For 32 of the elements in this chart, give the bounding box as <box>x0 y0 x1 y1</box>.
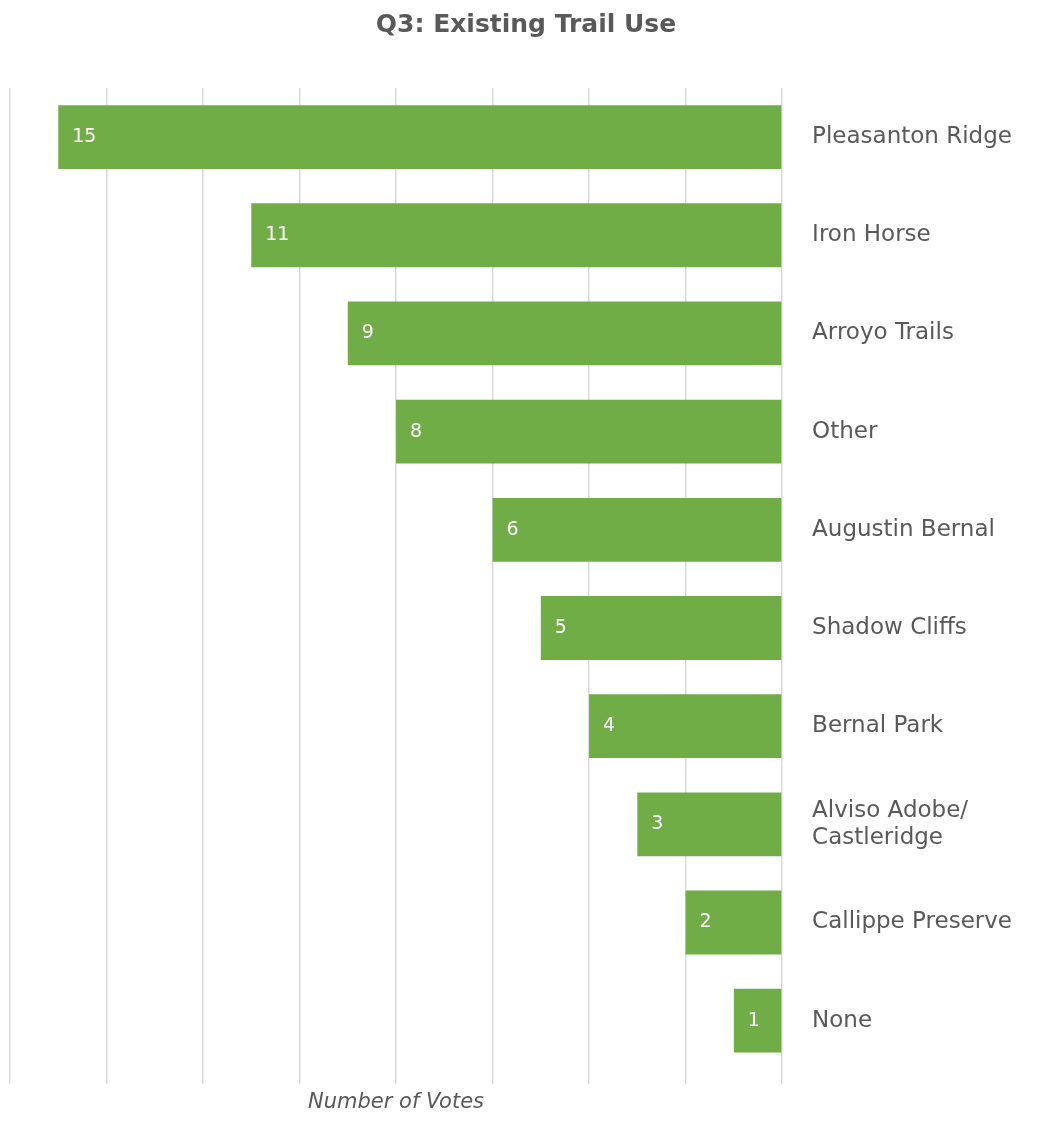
data-label: 4 <box>603 713 616 736</box>
bar <box>540 596 782 660</box>
bar <box>685 890 782 955</box>
data-label: 11 <box>265 222 290 245</box>
chart-title: Q3: Existing Trail Use <box>375 8 677 38</box>
y-tick-label: Callippe Preserve <box>812 907 1012 934</box>
bar <box>251 203 782 268</box>
bar <box>347 301 782 366</box>
data-label: 9 <box>361 320 374 343</box>
bar <box>733 988 782 1053</box>
y-tick-label: Augustin Bernal <box>812 514 995 541</box>
bar <box>396 399 782 464</box>
y-tick-label: None <box>812 1005 873 1032</box>
x-axis-title: Number of Votes <box>308 1088 485 1113</box>
y-tick-label: Iron Horse <box>812 220 931 247</box>
y-tick-label: Bernal Park <box>812 711 944 738</box>
bar <box>637 792 782 857</box>
y-tick-label: Pleasanton Ridge <box>812 122 1012 149</box>
bar <box>492 497 782 562</box>
y-tick-label: Alviso Adobe/ Castleridge <box>812 795 969 850</box>
data-label: 5 <box>554 614 567 637</box>
y-tick-label: Other <box>812 416 878 443</box>
y-tick-label: Arroyo Trails <box>812 318 954 345</box>
y-tick-label: Shadow Cliffs <box>812 612 967 639</box>
data-label: 8 <box>410 418 423 441</box>
data-label: 3 <box>651 811 664 834</box>
data-label: 15 <box>72 124 97 147</box>
bar <box>589 694 782 759</box>
data-label: 6 <box>506 516 519 539</box>
data-label: 2 <box>699 909 712 932</box>
data-label: 1 <box>747 1007 760 1030</box>
bar <box>58 105 782 169</box>
